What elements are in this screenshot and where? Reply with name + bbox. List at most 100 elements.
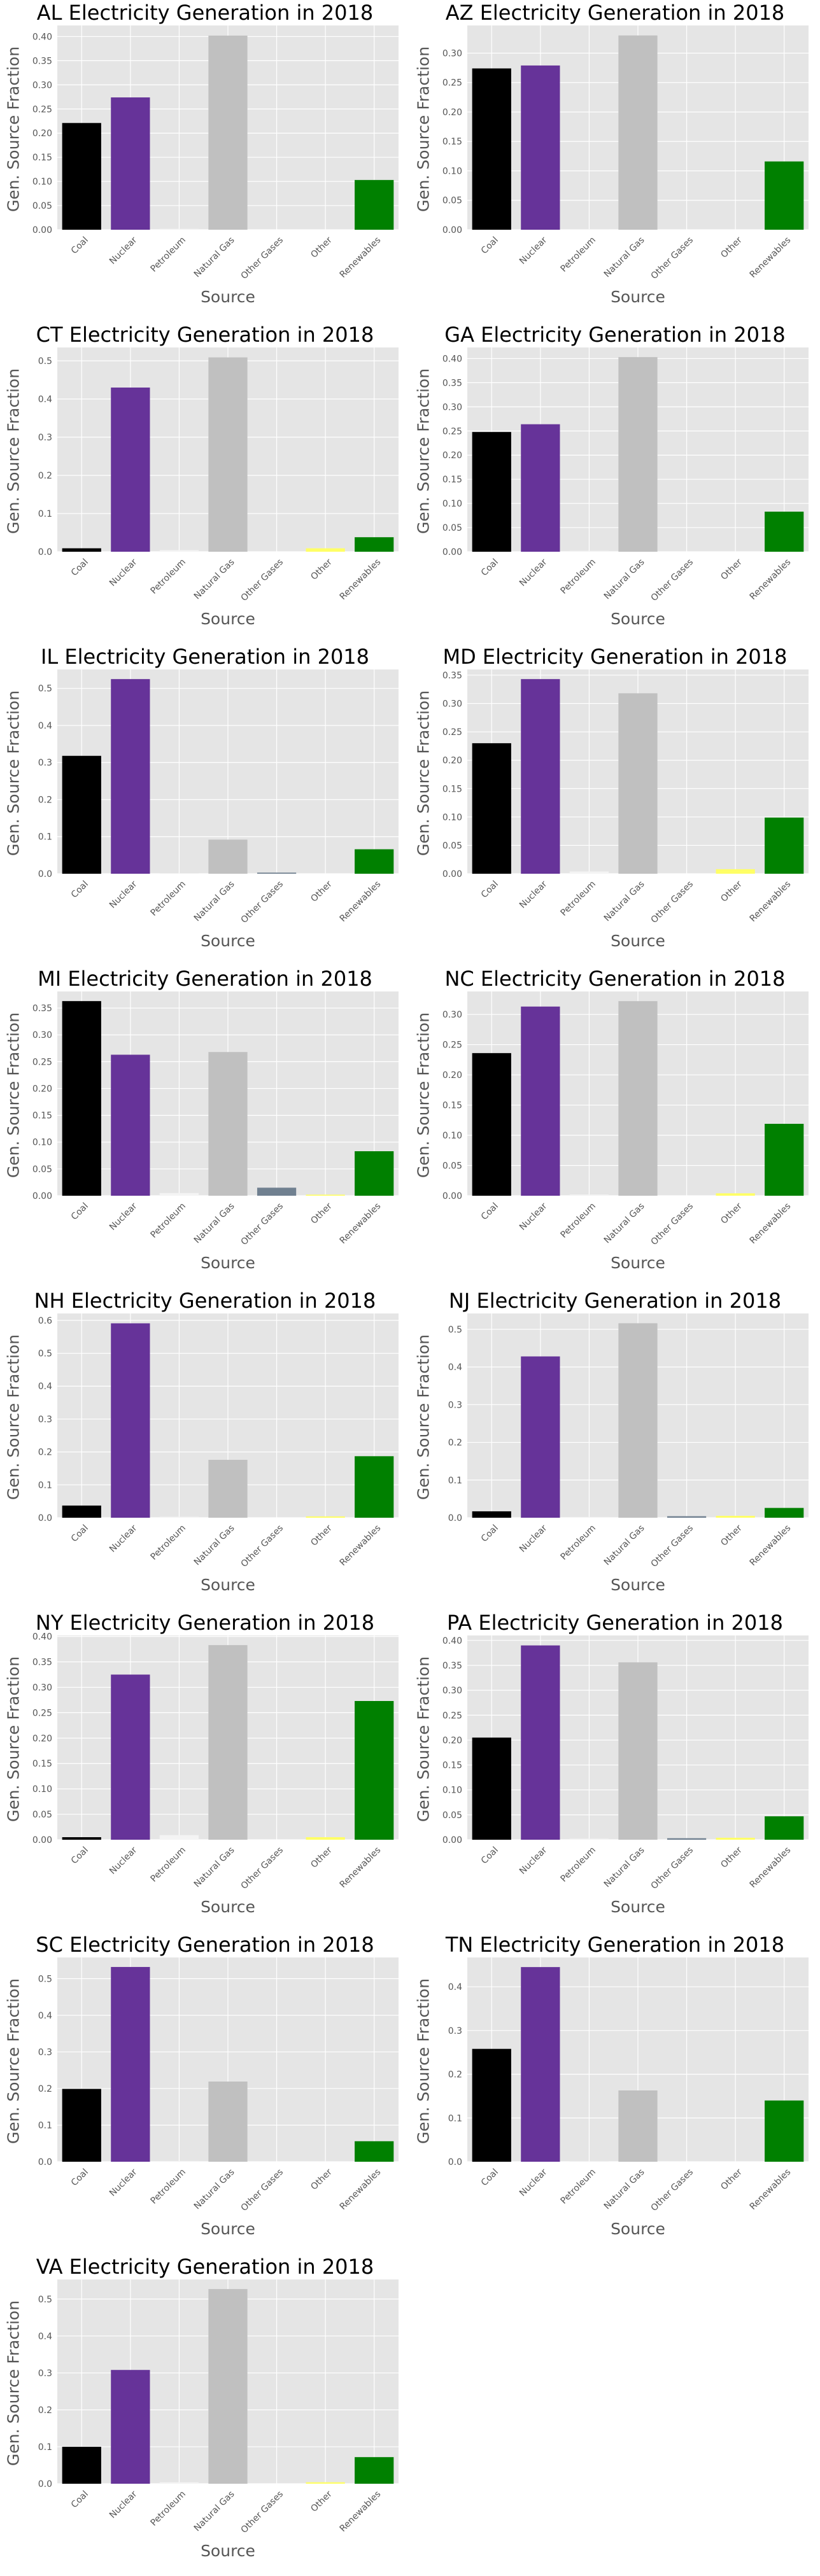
chart-title: NY Electricity Generation in 2018: [35, 1611, 375, 1635]
bar-renewables: [355, 1151, 394, 1196]
bar-other: [716, 1837, 755, 1840]
x-tick-label: Petroleum: [558, 1523, 598, 1562]
y-axis-label-box: Gen. Source Fraction: [3, 990, 24, 1200]
x-tick-label: Coal: [69, 1201, 90, 1222]
bar-nuclear: [521, 679, 560, 874]
x-tick-label: Other: [719, 557, 744, 582]
x-axis-label: Source: [201, 2220, 255, 2238]
y-axis-label-box: Gen. Source Fraction: [413, 24, 434, 234]
chart-title: VA Electricity Generation in 2018: [36, 2255, 374, 2279]
y-tick-label: 0.1: [448, 1476, 462, 1486]
y-tick-label: 0.30: [442, 1686, 462, 1696]
x-axis-label: Source: [611, 1898, 665, 1916]
bar-coal: [62, 1837, 101, 1840]
x-tick-label: Other Gases: [239, 2489, 285, 2535]
x-tick-label: Nuclear: [108, 879, 139, 911]
bar-petroleum: [159, 2160, 199, 2162]
x-tick-label: Other Gases: [649, 879, 695, 925]
y-tick-label: 0.1: [38, 1480, 52, 1490]
y-tick-label: 0.4: [38, 721, 52, 731]
y-axis-label: Gen. Source Fraction: [414, 1012, 433, 1179]
bar-renewables: [355, 849, 394, 874]
x-tick-label: Natural Gas: [602, 235, 647, 279]
bar-coal: [62, 1001, 101, 1196]
x-tick-label: Coal: [479, 1845, 500, 1866]
y-tick-label: 0.30: [442, 1010, 462, 1020]
bar-petroleum: [159, 873, 199, 874]
y-tick-label: 0.0: [38, 869, 52, 879]
bar-coal: [472, 2048, 511, 2162]
x-tick-label: Renewables: [338, 235, 383, 280]
y-tick-label: 0.25: [32, 1057, 52, 1067]
y-tick-label: 0.35: [32, 1658, 52, 1668]
y-tick-label: 0.5: [38, 1974, 52, 1984]
x-tick-label: Petroleum: [148, 2167, 188, 2206]
x-tick-label: Natural Gas: [602, 1201, 647, 1245]
y-tick-label: 0.25: [442, 727, 462, 738]
bar-coal: [472, 1737, 511, 1840]
x-axis-label: Source: [201, 932, 255, 950]
y-axis-label-box: Gen. Source Fraction: [3, 1634, 24, 1844]
y-tick-label: 0.20: [442, 1070, 462, 1081]
x-tick-label: Renewables: [748, 879, 793, 924]
y-tick-label: 0.35: [442, 671, 462, 681]
y-tick-label: 0.25: [32, 1708, 52, 1718]
y-tick-label: 0.15: [32, 1111, 52, 1121]
x-tick-label: Natural Gas: [192, 2489, 237, 2533]
y-tick-label: 0.15: [32, 1759, 52, 1769]
y-tick-label: 0.00: [32, 1835, 52, 1845]
bar-nuclear: [111, 388, 150, 552]
chart-svg: 0.0 0.1 0.2 0.3 0.4 0.5 Coal Nuclear Petroleum Na…: [448, 1313, 809, 1569]
x-tick-label: Natural Gas: [192, 1523, 237, 1567]
bar-nuclear: [111, 1054, 150, 1196]
y-tick-label: 0.2: [38, 795, 52, 805]
y-tick-label: 0.2: [448, 2070, 462, 2080]
y-tick-label: 0.4: [448, 1982, 462, 1992]
y-tick-label: 0.00: [442, 1191, 462, 1201]
y-tick-label: 0.15: [442, 1101, 462, 1111]
chart-svg: 0.00 0.05 0.10 0.15 0.20 0.25 0.30 0.35 0.40 Coal…: [442, 1635, 809, 1891]
chart-svg: 0.0 0.1 0.2 0.3 0.4 0.5 Coal Nuclear Petroleum Na…: [38, 1957, 399, 2213]
x-axis-label: Source: [201, 1254, 255, 1272]
chart-svg: 0.0 0.1 0.2 0.3 0.4 0.5 0.6 Coal Nuclear Petroleu…: [38, 1313, 399, 1569]
bar-natural-gas: [618, 1001, 658, 1196]
y-tick-label: 0.5: [38, 2295, 52, 2305]
bar-coal: [472, 431, 511, 552]
y-axis-label: Gen. Source Fraction: [4, 1012, 23, 1179]
chart-panel: 0.00 0.05 0.10 0.15 0.20 0.25 0.30 Coal Nuclear P…: [410, 0, 820, 322]
bar-natural-gas: [208, 1052, 248, 1196]
bar-nuclear: [111, 2370, 150, 2484]
y-tick-label: 0.25: [442, 426, 462, 437]
x-tick-label: Nuclear: [108, 2167, 139, 2199]
y-tick-label: 0.0: [38, 547, 52, 557]
bar-renewables: [765, 1508, 804, 1518]
bar-other-gases: [667, 1838, 707, 1840]
x-tick-label: Natural Gas: [602, 1845, 647, 1889]
y-tick-label: 0.6: [38, 1316, 52, 1326]
y-tick-label: 0.35: [442, 1661, 462, 1671]
x-tick-label: Coal: [479, 1201, 500, 1222]
y-tick-label: 0.1: [38, 509, 52, 519]
y-tick-label: 0.05: [442, 196, 462, 206]
y-axis-label: Gen. Source Fraction: [414, 368, 433, 535]
y-tick-label: 0.4: [38, 1382, 52, 1392]
y-tick-label: 0.10: [442, 813, 462, 823]
x-axis-label: Source: [201, 1576, 255, 1594]
bar-natural-gas: [618, 1662, 658, 1840]
bar-nuclear: [521, 65, 560, 230]
chart-title: PA Electricity Generation in 2018: [447, 1611, 783, 1635]
y-axis-label-box: Gen. Source Fraction: [413, 668, 434, 878]
y-tick-label: 0.40: [442, 1636, 462, 1646]
chart-panel: 0.0 0.1 0.2 0.3 0.4 0.5 Coal Nuclear Petroleum Na…: [0, 1932, 410, 2254]
x-tick-label: Nuclear: [108, 1201, 139, 1233]
x-tick-label: Coal: [69, 235, 90, 256]
bar-petroleum: [159, 228, 199, 230]
y-tick-label: 0.25: [442, 78, 462, 88]
bar-petroleum: [569, 1194, 609, 1196]
x-tick-label: Coal: [69, 1845, 90, 1866]
x-tick-label: Petroleum: [148, 557, 188, 596]
bar-other-gases: [667, 1516, 707, 1518]
x-axis-label: Source: [611, 1254, 665, 1272]
bar-other-gases: [257, 1187, 297, 1196]
y-tick-label: 0.20: [32, 129, 52, 139]
